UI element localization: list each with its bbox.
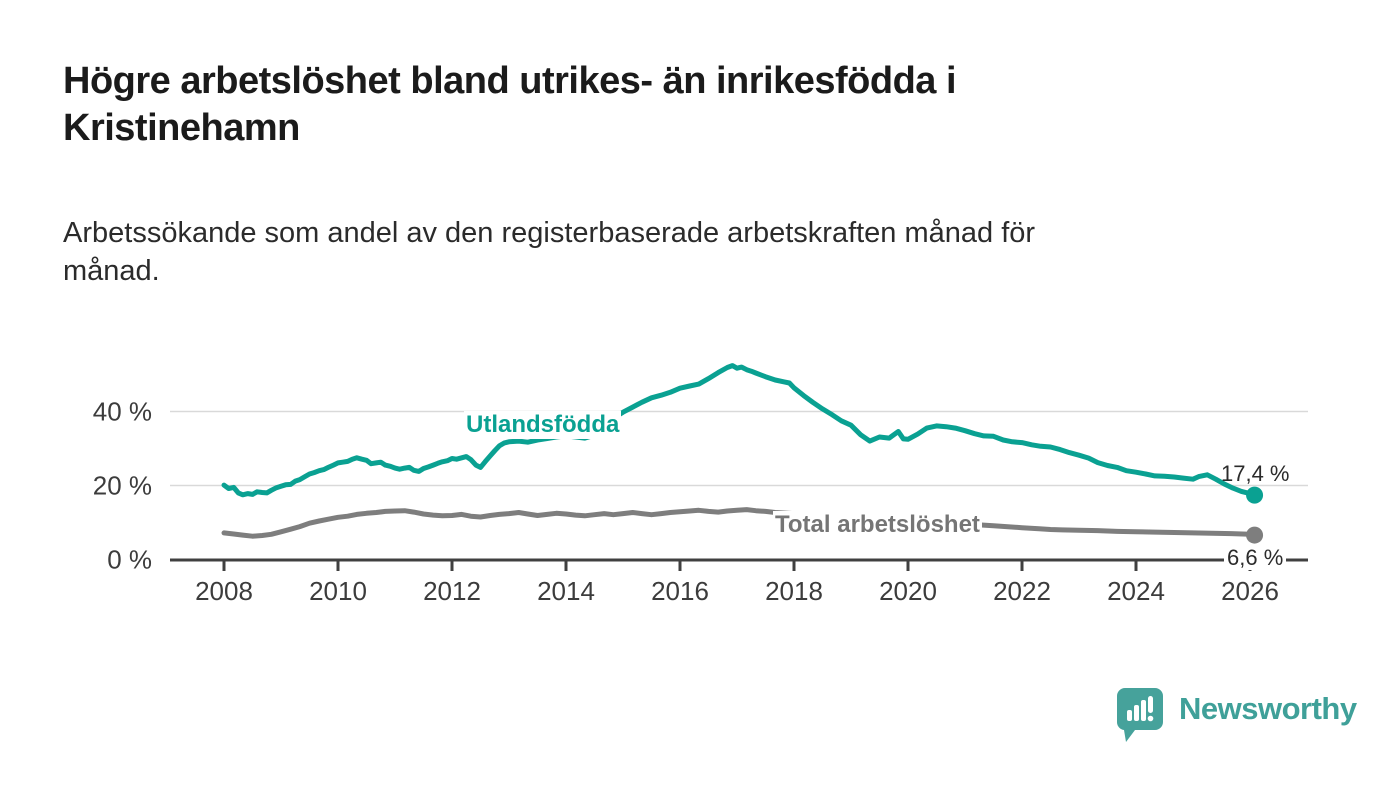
series-label-utlandsfodda: Utlandsfödda xyxy=(464,411,622,439)
x-axis-label-2022: 2022 xyxy=(993,576,1051,606)
series-label-total-arbetsloshet: Total arbetslöshet xyxy=(773,511,982,539)
newsworthy-bubble-icon xyxy=(1116,688,1163,742)
page-subtitle: Arbetssökande som andel av den registerb… xyxy=(63,217,1036,287)
x-axis-label-2012: 2012 xyxy=(423,576,481,606)
end-value-label-total: 6,6 % xyxy=(1224,546,1287,570)
x-axis-label-2016: 2016 xyxy=(651,576,709,606)
page-title: Högre arbetslöshet bland utrikes- än inr… xyxy=(63,60,957,149)
x-axis-label-2018: 2018 xyxy=(765,576,823,606)
newsworthy-logo: Newsworthy xyxy=(1115,686,1357,744)
newsworthy-wordmark: Newsworthy xyxy=(1179,691,1357,726)
speech-bubble-shape xyxy=(1116,688,1163,742)
series-line-utlandsfodda xyxy=(221,363,1258,498)
series-end-dot-utlandsfodda xyxy=(1246,486,1264,504)
bar-1 xyxy=(1127,710,1132,721)
x-axis-label-2020: 2020 xyxy=(879,576,937,606)
y-axis-label-0: 0 % xyxy=(107,545,152,575)
bar-2 xyxy=(1134,705,1139,721)
x-axis-label-2026: 2026 xyxy=(1221,576,1279,606)
x-axis-label-2008: 2008 xyxy=(195,576,253,606)
x-axis-label-2024: 2024 xyxy=(1107,576,1165,606)
series-end-dot-total xyxy=(1246,526,1264,544)
end-value-label-utlandsfodda: 17,4 % xyxy=(1221,461,1290,486)
exclamation-bar xyxy=(1148,696,1153,713)
bar-3 xyxy=(1141,700,1146,721)
y-axis-label-40: 40 % xyxy=(93,397,152,427)
series-line-total xyxy=(221,507,1258,539)
exclamation-dot xyxy=(1147,715,1154,722)
y-axis-label-20: 20 % xyxy=(93,471,152,501)
x-axis-label-2014: 2014 xyxy=(537,576,595,606)
x-axis-label-2010: 2010 xyxy=(309,576,367,606)
